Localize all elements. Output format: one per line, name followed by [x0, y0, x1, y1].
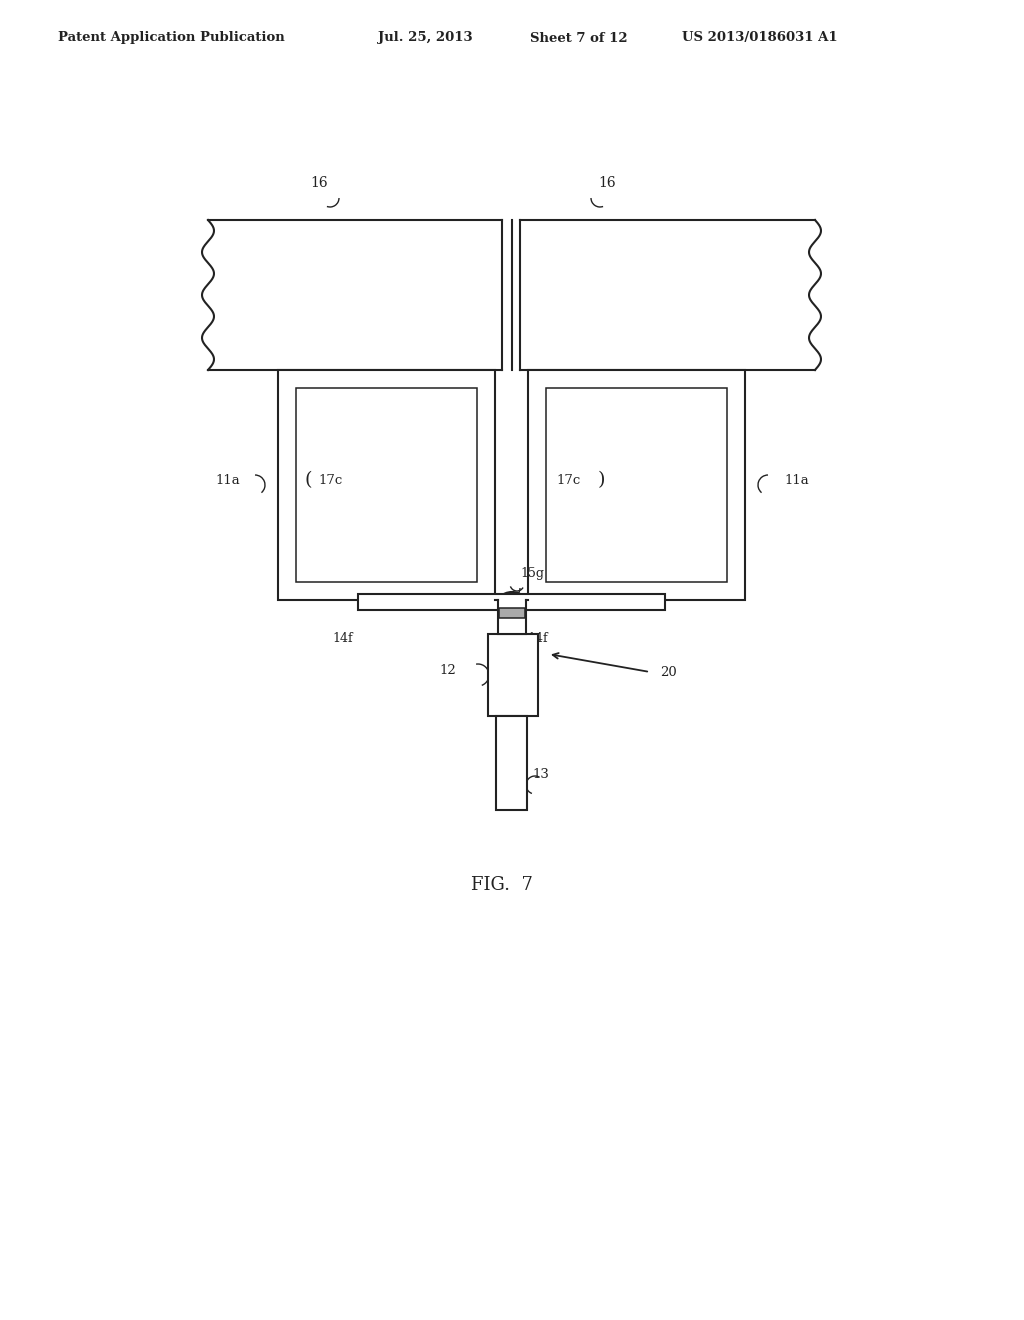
Text: 16: 16: [310, 176, 328, 190]
Text: Patent Application Publication: Patent Application Publication: [58, 32, 285, 45]
Text: 17c: 17c: [318, 474, 342, 487]
Text: 11a: 11a: [784, 474, 809, 487]
Text: US 2013/0186031 A1: US 2013/0186031 A1: [682, 32, 838, 45]
Text: Jul. 25, 2013: Jul. 25, 2013: [378, 32, 473, 45]
Text: 14f: 14f: [333, 632, 353, 645]
Text: 16: 16: [598, 176, 615, 190]
Bar: [528, 370, 745, 601]
Bar: [496, 715, 527, 810]
Bar: [546, 388, 727, 582]
Text: 15g: 15g: [520, 568, 544, 579]
Text: (: (: [304, 471, 311, 488]
Bar: [498, 610, 526, 634]
Bar: [278, 370, 495, 601]
Text: FIG.  7: FIG. 7: [471, 876, 532, 894]
Bar: [488, 634, 538, 715]
Text: 13: 13: [532, 768, 549, 781]
Text: ): ): [598, 471, 605, 488]
Text: 12: 12: [439, 664, 456, 676]
Bar: [296, 388, 477, 582]
Text: 17c: 17c: [556, 474, 581, 487]
Text: 14f: 14f: [527, 632, 548, 645]
Bar: [499, 609, 525, 618]
Text: 11a: 11a: [215, 474, 240, 487]
Bar: [358, 594, 665, 610]
Text: 20: 20: [660, 665, 677, 678]
Text: Sheet 7 of 12: Sheet 7 of 12: [530, 32, 628, 45]
